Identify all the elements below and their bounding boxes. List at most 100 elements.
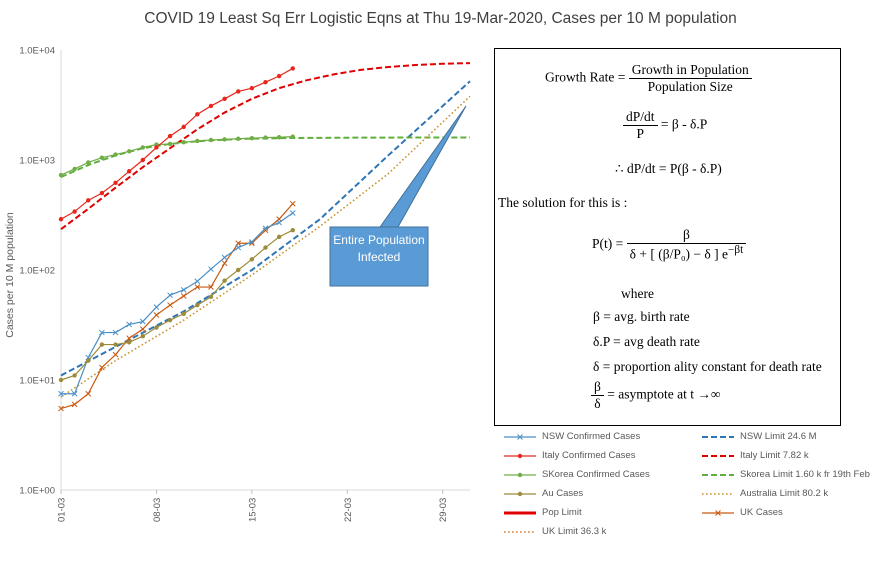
data-point	[276, 234, 282, 240]
growth-den: Population Size	[647, 79, 733, 94]
def-asymptote-text: = asymptote at t →∞	[607, 386, 721, 402]
legend-item: SKorea Confirmed Cases	[500, 468, 685, 482]
x-tick-label: 15-03	[247, 498, 258, 522]
data-point	[263, 245, 268, 250]
data-point	[58, 405, 64, 412]
data-point	[154, 325, 159, 330]
series-line	[60, 80, 471, 377]
growth-rate-label: Growth Rate =	[545, 69, 626, 85]
legend-swatch	[702, 436, 734, 438]
series-line	[60, 203, 294, 410]
dpdt-eq-1: dP/dt P = β - δ.P	[623, 109, 707, 142]
data-point	[86, 160, 91, 165]
legend-swatch	[504, 453, 536, 459]
data-point	[208, 137, 214, 143]
legend-swatch	[702, 474, 734, 476]
data-point	[72, 209, 77, 214]
x-tick-label: 01-03	[57, 498, 68, 522]
data-point	[195, 302, 200, 308]
legend-label: NSW Limit 24.6 M	[740, 431, 817, 442]
data-point	[167, 141, 173, 147]
y-tick-label: 1.0E+03	[19, 156, 55, 167]
data-point	[208, 266, 214, 272]
data-point	[71, 390, 78, 397]
legend-item: NSW Confirmed Cases	[500, 430, 685, 444]
legend-label: UK Limit 36.3 k	[542, 526, 607, 537]
data-point	[86, 358, 91, 363]
data-point	[99, 342, 105, 347]
series-skorea-limit-1-60-k-fr-19th-feb	[60, 136, 470, 178]
callout-shape	[329, 105, 467, 287]
series-line	[60, 67, 294, 220]
x-tick-label: 08-03	[152, 498, 163, 522]
legend-item: Australia Limit 80.2 k	[698, 487, 881, 501]
legend-swatch	[504, 472, 536, 478]
legend-label: Pop Limit	[542, 507, 582, 518]
data-point	[126, 169, 132, 174]
data-point	[126, 321, 133, 328]
data-point	[289, 200, 296, 207]
data-point	[249, 239, 255, 245]
data-point	[194, 278, 201, 285]
data-point	[208, 294, 214, 300]
data-point	[181, 311, 186, 316]
data-point	[167, 133, 173, 139]
legend-item: Italy Limit 7.82 k	[698, 449, 881, 463]
y-tick-label: 1.0E+00	[19, 486, 55, 497]
data-point	[276, 135, 282, 140]
data-point	[58, 172, 64, 178]
legend-item: Pop Limit	[500, 506, 685, 520]
data-point	[153, 304, 160, 310]
legend-item: Skorea Limit 1.60 k fr 19th Feb	[698, 468, 881, 482]
data-point	[167, 317, 173, 323]
data-point	[58, 216, 64, 222]
data-point	[235, 244, 242, 251]
legend-label: NSW Confirmed Cases	[542, 431, 641, 442]
legend-label: Italy Confirmed Cases	[542, 450, 636, 461]
data-point	[236, 136, 241, 141]
x-tick-label: 22-03	[343, 498, 354, 522]
data-point	[289, 210, 296, 216]
data-point	[222, 137, 227, 142]
def-death: δ.P = avg death rate	[593, 334, 700, 349]
pt-label: P(t) =	[592, 235, 624, 251]
data-point	[85, 390, 92, 397]
legend-swatch	[504, 434, 536, 440]
legend-item: UK Limit 36.3 k	[500, 525, 685, 539]
data-point	[222, 278, 227, 283]
where-text: where	[621, 286, 654, 301]
data-point	[112, 351, 119, 358]
data-point	[99, 155, 105, 160]
def-birth: β = avg. birth rate	[593, 309, 690, 324]
data-point	[113, 342, 118, 347]
legend-label: Italy Limit 7.82 k	[740, 450, 809, 461]
data-point	[58, 377, 64, 383]
x-tick-label: 29-03	[438, 498, 449, 522]
data-point	[154, 145, 159, 150]
data-point	[180, 293, 187, 299]
data-point	[167, 302, 173, 308]
data-point	[99, 329, 105, 336]
series-line	[60, 62, 471, 230]
data-point	[290, 66, 295, 71]
legend-swatch	[702, 493, 734, 495]
series-au-cases	[58, 228, 295, 383]
legend-swatch	[702, 455, 734, 457]
data-point	[72, 166, 77, 172]
data-point	[58, 390, 64, 397]
data-point	[263, 135, 268, 140]
data-point	[181, 124, 186, 130]
y-tick-label: 1.0E+02	[19, 266, 55, 277]
chart-title: COVID 19 Least Sq Err Logistic Eqns at T…	[144, 10, 737, 27]
data-point	[208, 284, 214, 290]
data-point	[113, 180, 118, 186]
dpdt-eq-2: ∴ dP/dt = P(β - δ.P)	[615, 161, 722, 176]
data-point	[113, 152, 118, 157]
series-australia-limit-80-2-k	[60, 95, 471, 398]
legend-item: Au Cases	[500, 487, 685, 501]
data-point	[181, 140, 186, 145]
y-tick-label: 1.0E+01	[19, 376, 55, 387]
growth-num: Growth in Population	[628, 62, 752, 79]
data-point	[194, 284, 201, 290]
data-point	[140, 334, 145, 339]
